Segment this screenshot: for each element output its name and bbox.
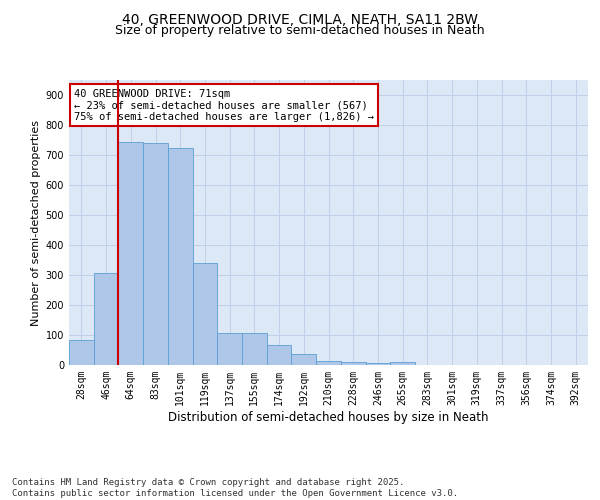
Bar — [168, 148, 193, 365]
Bar — [292, 354, 316, 365]
Y-axis label: Number of semi-detached properties: Number of semi-detached properties — [31, 120, 41, 326]
Bar — [341, 362, 365, 365]
Text: Size of property relative to semi-detached houses in Neath: Size of property relative to semi-detach… — [115, 24, 485, 37]
Bar — [316, 360, 341, 365]
Bar — [143, 143, 168, 365]
Bar — [193, 263, 217, 365]
Bar — [365, 362, 390, 365]
Bar — [118, 142, 143, 365]
Bar — [217, 332, 242, 365]
Text: 40, GREENWOOD DRIVE, CIMLA, NEATH, SA11 2BW: 40, GREENWOOD DRIVE, CIMLA, NEATH, SA11 … — [122, 12, 478, 26]
Bar — [267, 344, 292, 365]
X-axis label: Distribution of semi-detached houses by size in Neath: Distribution of semi-detached houses by … — [168, 410, 489, 424]
Bar — [242, 332, 267, 365]
Bar — [390, 362, 415, 365]
Text: Contains HM Land Registry data © Crown copyright and database right 2025.
Contai: Contains HM Land Registry data © Crown c… — [12, 478, 458, 498]
Text: 40 GREENWOOD DRIVE: 71sqm
← 23% of semi-detached houses are smaller (567)
75% of: 40 GREENWOOD DRIVE: 71sqm ← 23% of semi-… — [74, 88, 374, 122]
Bar — [94, 272, 118, 365]
Bar — [69, 340, 94, 365]
